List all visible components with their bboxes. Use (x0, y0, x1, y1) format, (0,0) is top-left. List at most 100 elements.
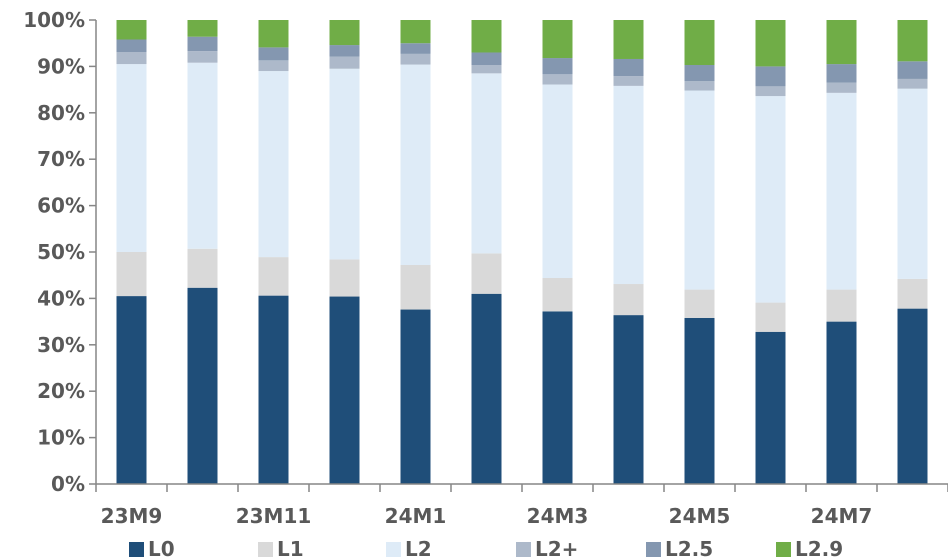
bar-24M7-l2-9 (826, 20, 857, 65)
bar-24M8-l2-9 (897, 20, 928, 62)
bar-24M3-l2 (542, 84, 573, 278)
bar-23M11-l1 (258, 257, 289, 296)
bar-24M8-l0 (897, 308, 928, 484)
legend-swatch (386, 542, 401, 557)
bar-23M9-l1 (116, 252, 147, 297)
y-tick-label: 50% (37, 240, 85, 264)
y-tick-label: 10% (37, 426, 85, 450)
y-tick-label: 70% (37, 147, 85, 171)
bar-24M4-l2 (613, 85, 644, 285)
y-tick-label: 80% (37, 101, 85, 125)
bar-24M8-l2-5 (897, 61, 928, 79)
x-tick-label: 23M9 (101, 504, 163, 528)
bar-24M4-l1 (613, 284, 644, 316)
x-tick-label: 23M11 (236, 504, 312, 528)
bar-23M9-l2-9 (116, 20, 147, 40)
bar-24M2-l0 (471, 293, 502, 484)
bar-23M9-l0 (116, 296, 147, 484)
y-tick-label: 20% (37, 379, 85, 403)
bar-24M6-l2-5 (755, 66, 786, 87)
bar-24M6-l0 (755, 331, 786, 484)
y-tick-label: 60% (37, 194, 85, 218)
x-tick-label: 24M1 (385, 504, 447, 528)
x-tick-label: 24M7 (811, 504, 873, 528)
bar-24M5-l2-9 (684, 20, 715, 66)
y-tick-label: 0% (51, 472, 85, 496)
bar-23M11-l2 (258, 71, 289, 258)
legend: L0 L1 L2 L2+ L2.5 L2.9 (129, 537, 843, 560)
bar-23M11-l2- (258, 60, 289, 72)
bar-23M12-l2 (329, 68, 360, 260)
bar-24M2-l2- (471, 65, 502, 74)
bar-24M4-l0 (613, 315, 644, 484)
x-tick-label: 24M3 (527, 504, 589, 528)
bar-24M3-l2-5 (542, 58, 573, 75)
bar-24M5-l2-5 (684, 65, 715, 82)
bar-23M12-l2- (329, 56, 360, 69)
bar-23M9-l2 (116, 64, 147, 252)
bar-24M7-l2-5 (826, 64, 857, 83)
bar-23M10-l0 (187, 287, 218, 484)
legend-item-l2-5: L2.5 (646, 537, 713, 560)
y-tick-label: 40% (37, 286, 85, 310)
legend-swatch (776, 542, 791, 557)
bar-23M11-l0 (258, 295, 289, 484)
bar-24M2-l1 (471, 253, 502, 294)
bar-23M12-l2-9 (329, 20, 360, 46)
bar-23M11-l2-9 (258, 20, 289, 48)
bar-24M5-l2 (684, 90, 715, 290)
bar-23M12-l0 (329, 296, 360, 484)
bar-24M1-l2-5 (400, 43, 431, 54)
bar-23M12-l1 (329, 259, 360, 297)
legend-label: L2.9 (795, 537, 843, 560)
bar-24M5-l2- (684, 81, 715, 91)
legend-item-l0: L0 (129, 537, 175, 560)
bar-23M9-l2-5 (116, 39, 147, 53)
bar-24M7-l2 (826, 92, 857, 290)
bar-24M1-l2- (400, 53, 431, 65)
bar-23M10-l1 (187, 248, 218, 288)
bars-layer (116, 20, 928, 484)
bar-24M1-l1 (400, 264, 431, 310)
bar-24M2-l2 (471, 73, 502, 254)
bar-23M10-l2- (187, 51, 218, 63)
bar-24M7-l2- (826, 82, 857, 93)
bar-23M11-l2-5 (258, 47, 289, 61)
legend-label: L2 (405, 537, 432, 560)
bar-24M3-l2- (542, 74, 573, 85)
bar-24M4-l2- (613, 76, 644, 86)
legend-swatch (516, 542, 531, 557)
y-tick-label: 100% (23, 8, 85, 32)
legend-item-l2: L2 (386, 537, 432, 560)
legend-label: L1 (277, 537, 304, 560)
bar-24M7-l0 (826, 321, 857, 484)
y-tick-label: 90% (37, 54, 85, 78)
bar-24M8-l2 (897, 88, 928, 279)
legend-label: L2.5 (665, 537, 713, 560)
x-tick-label: 24M5 (669, 504, 731, 528)
bar-23M10-l2-9 (187, 20, 218, 37)
bar-24M7-l1 (826, 289, 857, 322)
bar-24M3-l1 (542, 277, 573, 312)
bar-24M8-l2- (897, 78, 928, 89)
bar-24M4-l2-9 (613, 20, 644, 59)
bar-24M3-l2-9 (542, 20, 573, 59)
bar-24M4-l2-5 (613, 58, 644, 77)
legend-swatch (646, 542, 661, 557)
bar-23M12-l2-5 (329, 45, 360, 57)
bar-24M6-l2 (755, 96, 786, 303)
bar-24M1-l0 (400, 309, 431, 484)
bar-23M10-l2 (187, 62, 218, 249)
bar-24M2-l2-5 (471, 52, 502, 66)
bar-24M6-l1 (755, 302, 786, 332)
bar-24M6-l2-9 (755, 20, 786, 67)
bar-24M1-l2 (400, 64, 431, 265)
bar-24M5-l1 (684, 289, 715, 318)
y-tick-label: 30% (37, 333, 85, 357)
legend-item-l1: L1 (258, 537, 304, 560)
legend-item-l2-9: L2.9 (776, 537, 843, 560)
bar-24M8-l1 (897, 278, 928, 309)
bar-24M2-l2-9 (471, 20, 502, 53)
legend-label: L2+ (535, 537, 578, 560)
